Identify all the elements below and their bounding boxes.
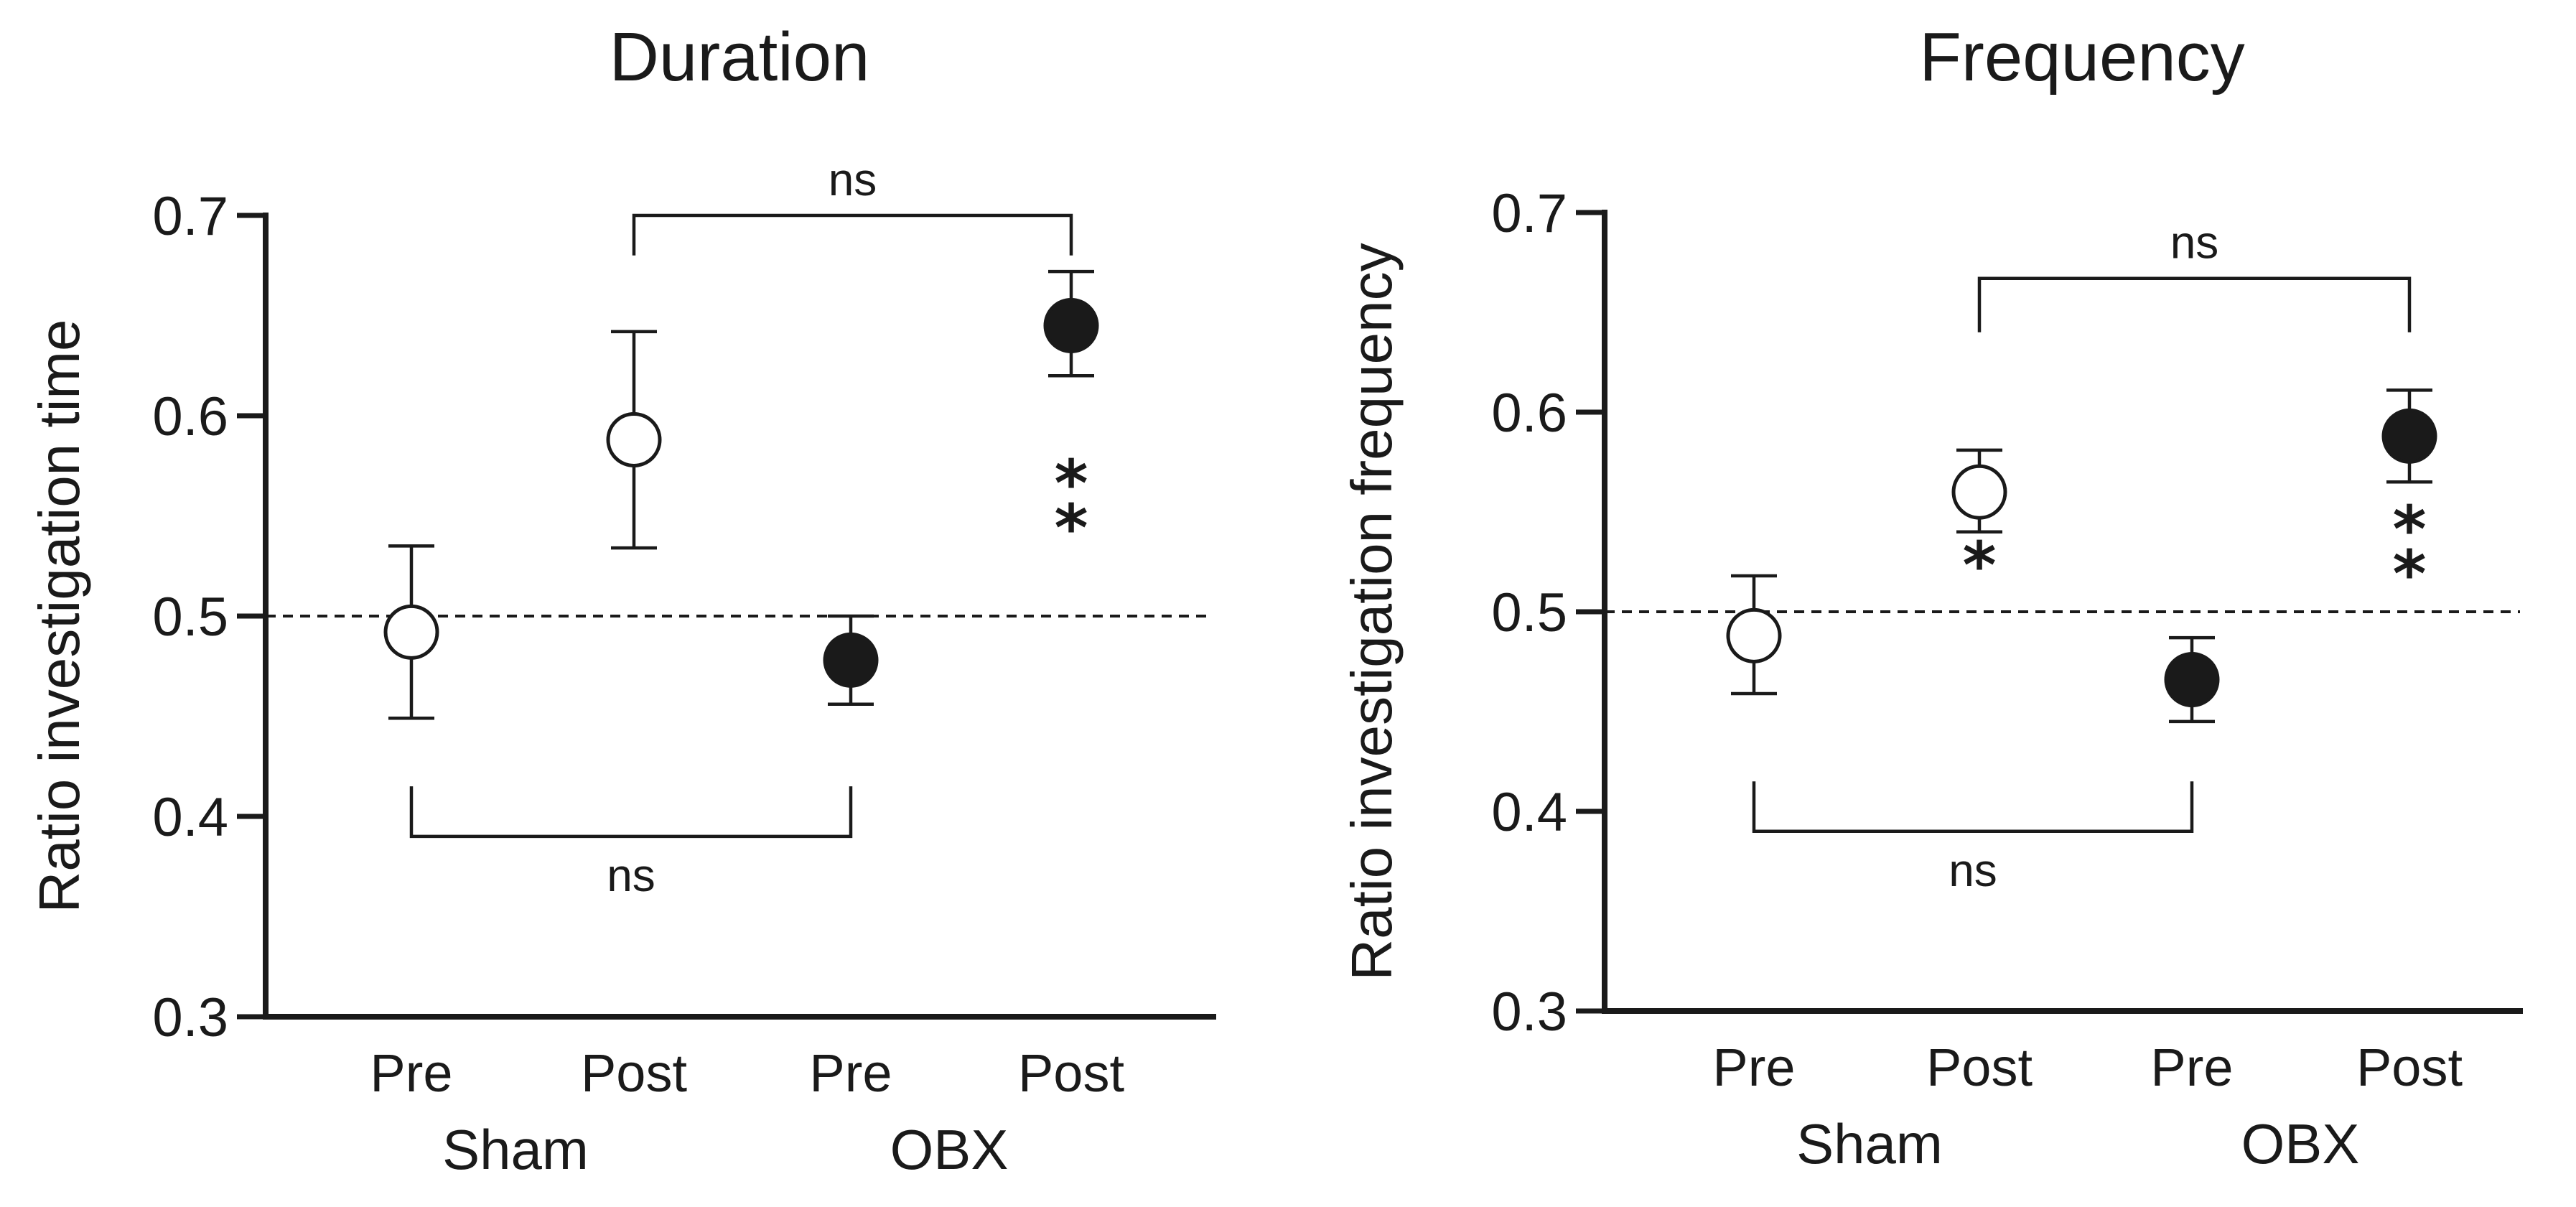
bracket-label: ns — [829, 154, 877, 205]
y-tick-label: 0.7 — [152, 186, 228, 247]
y-tick-label: 0.6 — [1491, 383, 1567, 444]
category-label: Post — [581, 1043, 688, 1103]
data-point-open — [606, 411, 662, 467]
y-tick-label: 0.4 — [152, 787, 228, 848]
category-label: Pre — [809, 1043, 892, 1103]
category-label: Pre — [1712, 1038, 1795, 1097]
data-point-open — [383, 604, 439, 660]
significance-bracket — [632, 213, 1073, 256]
category-label: Post — [2356, 1038, 2463, 1097]
chart-panel-1: Duration Ratio investigation time 0.3 0.4 0.… — [27, 19, 1216, 1181]
significance-bracket — [1977, 276, 2412, 332]
bracket-label: ns — [2170, 217, 2219, 269]
category-label: Pre — [370, 1043, 452, 1103]
group-label: OBX — [2241, 1112, 2360, 1175]
significance-bracket — [1752, 781, 2194, 834]
category-label: Pre — [2150, 1038, 2233, 1097]
group-label: Sham — [1796, 1112, 1943, 1175]
y-tick-label: 0.6 — [152, 386, 228, 447]
bracket-label: ns — [1949, 844, 1997, 896]
group-label: Sham — [442, 1118, 589, 1181]
group-label: OBX — [890, 1118, 1009, 1181]
significance-marker: * * — [1054, 447, 1088, 567]
category-label: Post — [1926, 1038, 2033, 1097]
y-tick-label: 0.4 — [1491, 782, 1567, 843]
data-point-filled — [1043, 297, 1099, 353]
y-tick-label: 0.3 — [1491, 982, 1567, 1043]
data-point-filled — [2381, 408, 2437, 464]
y-tick-label: 0.5 — [152, 587, 228, 648]
chart-panel-2: Frequency Ratio investigation frequency 0.… — [1340, 19, 2523, 1175]
chart-title: Duration — [610, 19, 870, 95]
category-label: Post — [1018, 1043, 1125, 1103]
y-tick-label: 0.3 — [152, 987, 228, 1048]
y-tick-label: 0.7 — [1491, 183, 1567, 244]
significance-marker: * * — [2392, 493, 2426, 612]
y-axis-label: Ratio investigation frequency — [1340, 243, 1404, 980]
data-point-filled — [2164, 652, 2220, 708]
bracket-label: ns — [607, 849, 655, 901]
y-axis-label: Ratio investigation time — [27, 319, 91, 913]
data-point-filled — [823, 632, 879, 688]
data-point-open — [1951, 464, 2007, 520]
significance-bracket — [409, 786, 853, 839]
significance-marker: * — [1962, 528, 1996, 604]
y-tick-label: 0.5 — [1491, 582, 1567, 643]
chart-title: Frequency — [1919, 19, 2245, 95]
data-point-open — [1726, 607, 1782, 663]
